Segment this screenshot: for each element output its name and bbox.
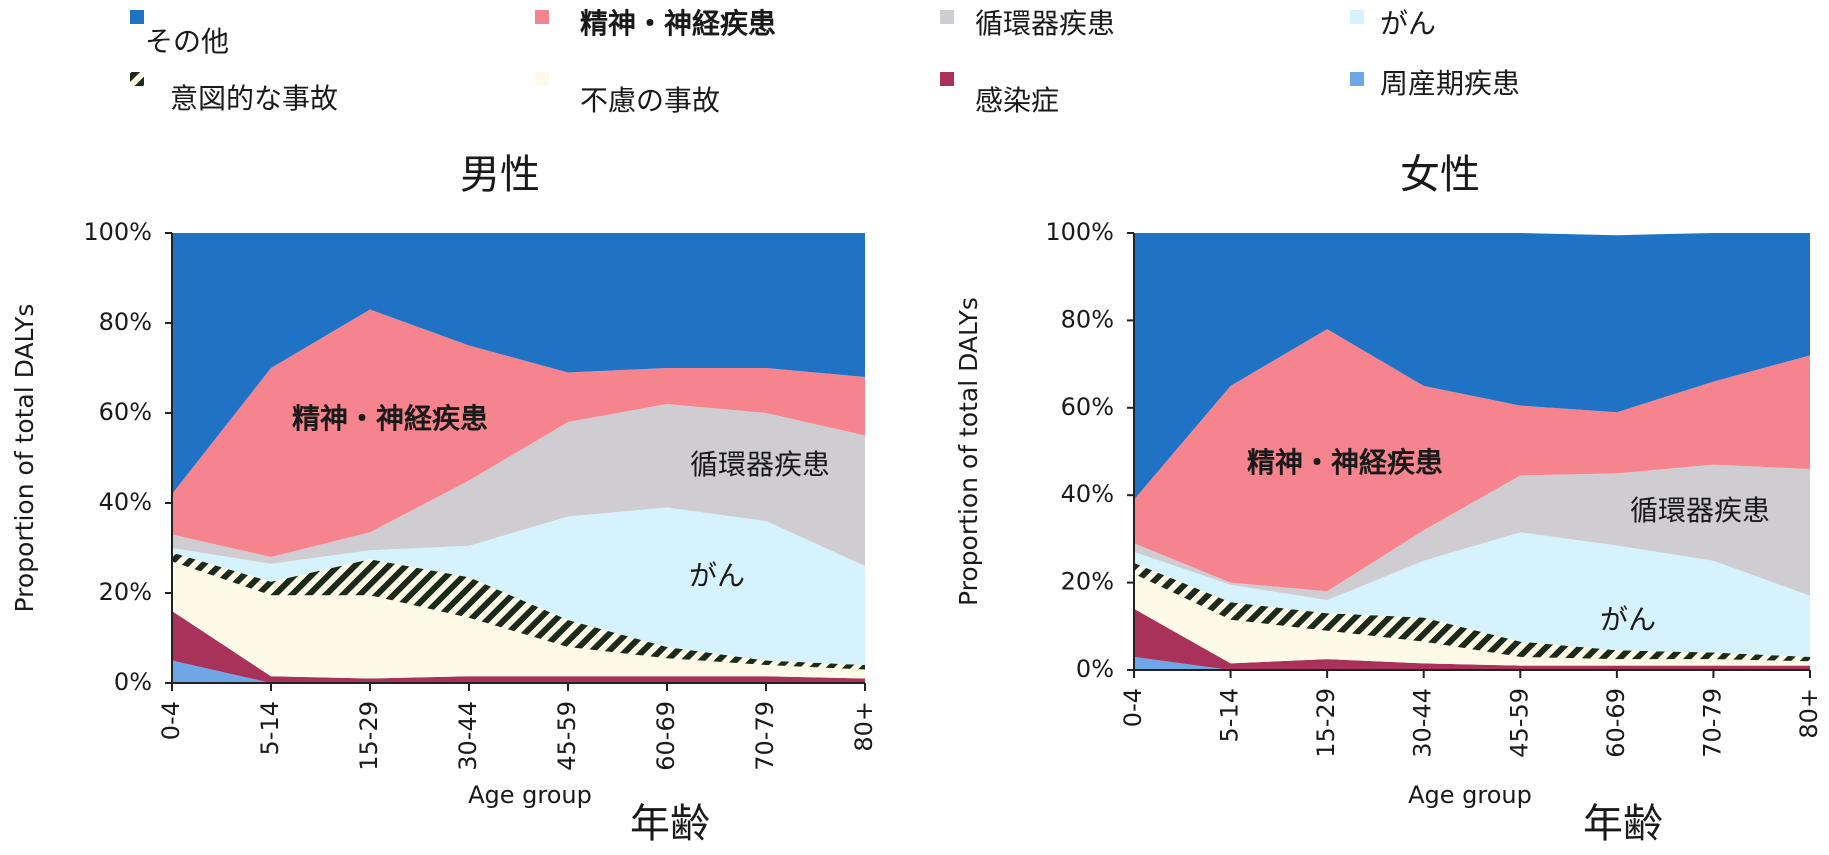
x-tick-label: 15-29 — [1312, 688, 1340, 758]
legend-swatch — [1350, 72, 1364, 86]
x-axis-title: Age group — [1408, 781, 1532, 809]
y-tick-label: 60% — [99, 398, 152, 426]
y-axis-title: Proportion of total DALYs — [10, 304, 39, 613]
y-tick-label: 0% — [1076, 655, 1114, 683]
area-series — [1134, 329, 1810, 592]
area-series — [1134, 562, 1810, 662]
area-annotation: 循環器疾患 — [690, 448, 830, 481]
y-tick-label: 20% — [1061, 568, 1114, 596]
x-axis-title: Age group — [468, 781, 592, 809]
area-series — [172, 507, 865, 665]
x-tick-label: 0-4 — [157, 701, 185, 740]
legend-swatch — [130, 72, 144, 86]
area-series — [1134, 464, 1810, 601]
x-tick-label: 80+ — [850, 701, 878, 752]
legend-swatch — [1350, 10, 1364, 24]
x-tick-label: 60-69 — [1602, 688, 1630, 758]
y-tick-label: 80% — [99, 308, 152, 336]
legend-label: 感染症 — [975, 84, 1059, 117]
legend-label: がん — [1380, 7, 1436, 40]
legend-swatch — [940, 72, 954, 86]
legend-swatch — [940, 10, 954, 24]
area-series — [172, 552, 865, 670]
chart-female: 0% 20% 40% 60% 80% 100% 0-4 5-14 15-29 30-44 45-59… — [954, 152, 1823, 847]
area-series — [1134, 573, 1810, 666]
y-tick-label: 100% — [83, 218, 152, 246]
x-tick-label: 15-29 — [355, 701, 383, 771]
legend-label: その他 — [145, 25, 229, 58]
area-annotation: 循環器疾患 — [1630, 494, 1770, 527]
area-series — [1134, 608, 1810, 670]
legend-label: 循環器疾患 — [975, 7, 1115, 40]
area-annotation: 精神・神経疾患 — [1247, 446, 1443, 479]
y-tick-label: 0% — [114, 668, 152, 696]
legend-label: 精神・神経疾患 — [580, 7, 776, 40]
y-tick-label: 80% — [1061, 305, 1114, 333]
legend-swatch — [130, 10, 144, 24]
x-tick-label: 30-44 — [1409, 688, 1437, 758]
area-series — [172, 404, 865, 566]
area-annotation: がん — [1600, 603, 1656, 636]
area-series — [172, 309, 865, 557]
x-axis-title-jp: 年齢 — [630, 801, 710, 847]
x-axis-title-jp: 年齢 — [1583, 801, 1663, 847]
x-tick-label: 0-4 — [1119, 688, 1147, 727]
area-series — [172, 233, 865, 494]
area-series — [1134, 656, 1810, 670]
chart-title: 女性 — [1400, 152, 1480, 198]
x-tick-label: 70-79 — [751, 701, 779, 771]
area-annotation: がん — [689, 559, 745, 592]
legend-swatch — [535, 72, 549, 86]
x-tick-label: 45-59 — [553, 701, 581, 771]
y-tick-label: 60% — [1061, 393, 1114, 421]
area-series — [172, 611, 865, 683]
area-annotation: 精神・神経疾患 — [292, 402, 488, 435]
legend-label: 不慮の事故 — [580, 84, 720, 117]
area-series — [1134, 233, 1810, 500]
x-tick-label: 80+ — [1795, 688, 1823, 739]
y-tick-label: 40% — [1061, 480, 1114, 508]
x-tick-label: 70-79 — [1698, 688, 1726, 758]
legend-label: 意図的な事故 — [170, 82, 338, 115]
y-tick-label: 100% — [1045, 218, 1114, 246]
chart-male: 0% 20% 40% 60% 80% 100% 0-4 5-14 15-29 30-44 45-59… — [10, 152, 878, 847]
legend-label: 周産期疾患 — [1380, 67, 1520, 100]
x-tick-label: 5-14 — [1216, 688, 1244, 742]
x-tick-label: 30-44 — [454, 701, 482, 771]
area-series — [1134, 532, 1810, 657]
x-tick-label: 60-69 — [652, 701, 680, 771]
chart-title: 男性 — [460, 152, 540, 198]
y-axis-title: Proportion of total DALYs — [954, 297, 983, 606]
y-tick-label: 40% — [99, 488, 152, 516]
area-series — [172, 660, 865, 683]
area-series — [172, 561, 865, 679]
x-tick-label: 5-14 — [256, 701, 284, 755]
legend-swatch — [535, 10, 549, 24]
y-tick-label: 20% — [99, 578, 152, 606]
x-tick-label: 45-59 — [1505, 688, 1533, 758]
